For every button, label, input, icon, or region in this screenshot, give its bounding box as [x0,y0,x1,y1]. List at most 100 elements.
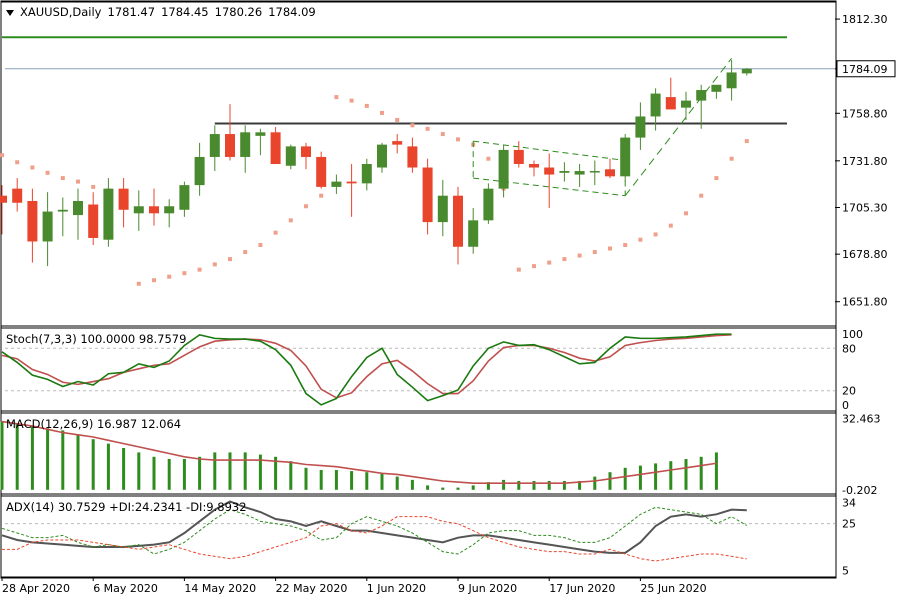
sar-dot [744,139,749,144]
candle-body [57,209,68,212]
panel-frames [0,0,837,579]
macd-histogram-bar [319,470,323,490]
sar-dot [425,126,430,131]
stoch-frame [0,327,837,412]
macd-histogram-bar [106,443,110,490]
macd-histogram-bar [486,482,490,490]
macd-signal-line [1,420,717,484]
adx-tick-label: 5 [842,564,849,577]
stoch-tick-label: 80 [842,342,856,355]
sar-dot [532,264,536,269]
stoch-title: Stoch(7,3,3) 100.0000 98.7579 [6,332,187,346]
macd-histogram-bar [137,452,141,490]
sar-dot [60,176,65,181]
candle-body [589,171,600,173]
candle-body [316,156,327,187]
sar-dot [699,193,704,198]
macd-histogram-bar [654,463,658,490]
sar-dot [0,153,4,158]
candle-body [453,195,463,247]
candle-body [209,134,220,157]
macd-histogram-bar [608,472,612,490]
macd-histogram-bar [152,456,156,490]
candle-body [73,200,83,216]
candle-body [392,141,403,145]
candle-body [270,132,281,164]
candle-body [301,146,311,157]
macd-tick-label: 32.463 [842,412,881,425]
stoch-tick-label: 100 [842,328,863,341]
macd-histogram-bar [699,456,703,490]
macd-histogram-bar [456,487,460,490]
candle-body [194,156,205,186]
macd-title: MACD(12,26,9) 16.987 12.064 [6,417,182,431]
candle-body [12,188,23,203]
candle-body [513,149,524,164]
candle-body [620,137,631,177]
sar-dot [380,110,384,115]
candle-body [559,171,570,173]
macd-histogram-bar [258,454,262,490]
macd-histogram-bar [334,470,338,490]
sar-dot [364,103,369,108]
sar-dot [304,204,308,209]
candle-body [529,164,539,168]
price-tick-label: 1678.80 [842,248,888,261]
macd-histogram-bar [593,476,597,490]
sar-dot [653,232,658,237]
macd-histogram-bar [380,473,384,490]
axis-labels: 1812.30 1784.09 1758.80 1731.80 1705.30 1678.… [1,13,896,595]
sar-dot [562,257,567,262]
adx-panel [1,500,835,562]
date-tick-label: 9 Jun 2020 [458,582,517,595]
candle-body [422,167,433,223]
macd-tick-label: -0.202 [842,484,877,497]
stoch-tick-label: 20 [842,385,856,398]
candle-body [468,220,479,247]
macd-histogram-bar [547,481,551,490]
candle-body [27,200,38,242]
macd-histogram-bar [243,452,247,490]
candle-body [498,149,509,189]
candle-body [437,195,448,223]
macd-histogram-bar [228,452,232,490]
candle-body [118,188,129,210]
sar-dot [15,160,20,165]
sar-dot [684,211,688,216]
macd-histogram-bar [471,485,475,490]
candle-body [240,132,251,157]
sar-dot [486,156,491,161]
sar-dot [638,237,643,242]
candle-body [681,100,691,108]
candle-body [544,167,555,175]
macd-histogram-bar [61,430,65,490]
current-price-badge [836,60,896,78]
candle-body [711,84,722,92]
adx-plusDI-line [1,506,748,555]
date-tick-label: 25 Jun 2020 [640,582,706,595]
date-tick-label: 6 May 2020 [93,582,158,595]
date-tick-label: 22 May 2020 [276,582,348,595]
sar-dot [91,184,96,189]
sar-dot [228,257,232,262]
trend-line [624,58,732,197]
macd-histogram-bar [395,476,399,490]
candle-body [42,211,53,242]
macd-histogram-bar [532,481,536,490]
main-frame [0,1,837,327]
candle-body [255,132,266,136]
macd-histogram-bar [289,461,293,490]
collapse-triangle-icon[interactable] [6,9,14,16]
macd-histogram-bar [0,421,4,490]
candle-body [741,68,752,74]
candle-body [361,164,372,184]
candle-body [331,181,342,187]
macd-histogram-bar [30,426,34,490]
macd-histogram-bar [669,461,673,490]
candle-body [0,195,7,203]
candle-body [88,204,99,238]
macd-histogram-bar [350,471,354,490]
macd-histogram-bar [517,481,521,490]
price-tick-label: 1731.80 [842,155,888,168]
sar-dot [30,165,35,170]
